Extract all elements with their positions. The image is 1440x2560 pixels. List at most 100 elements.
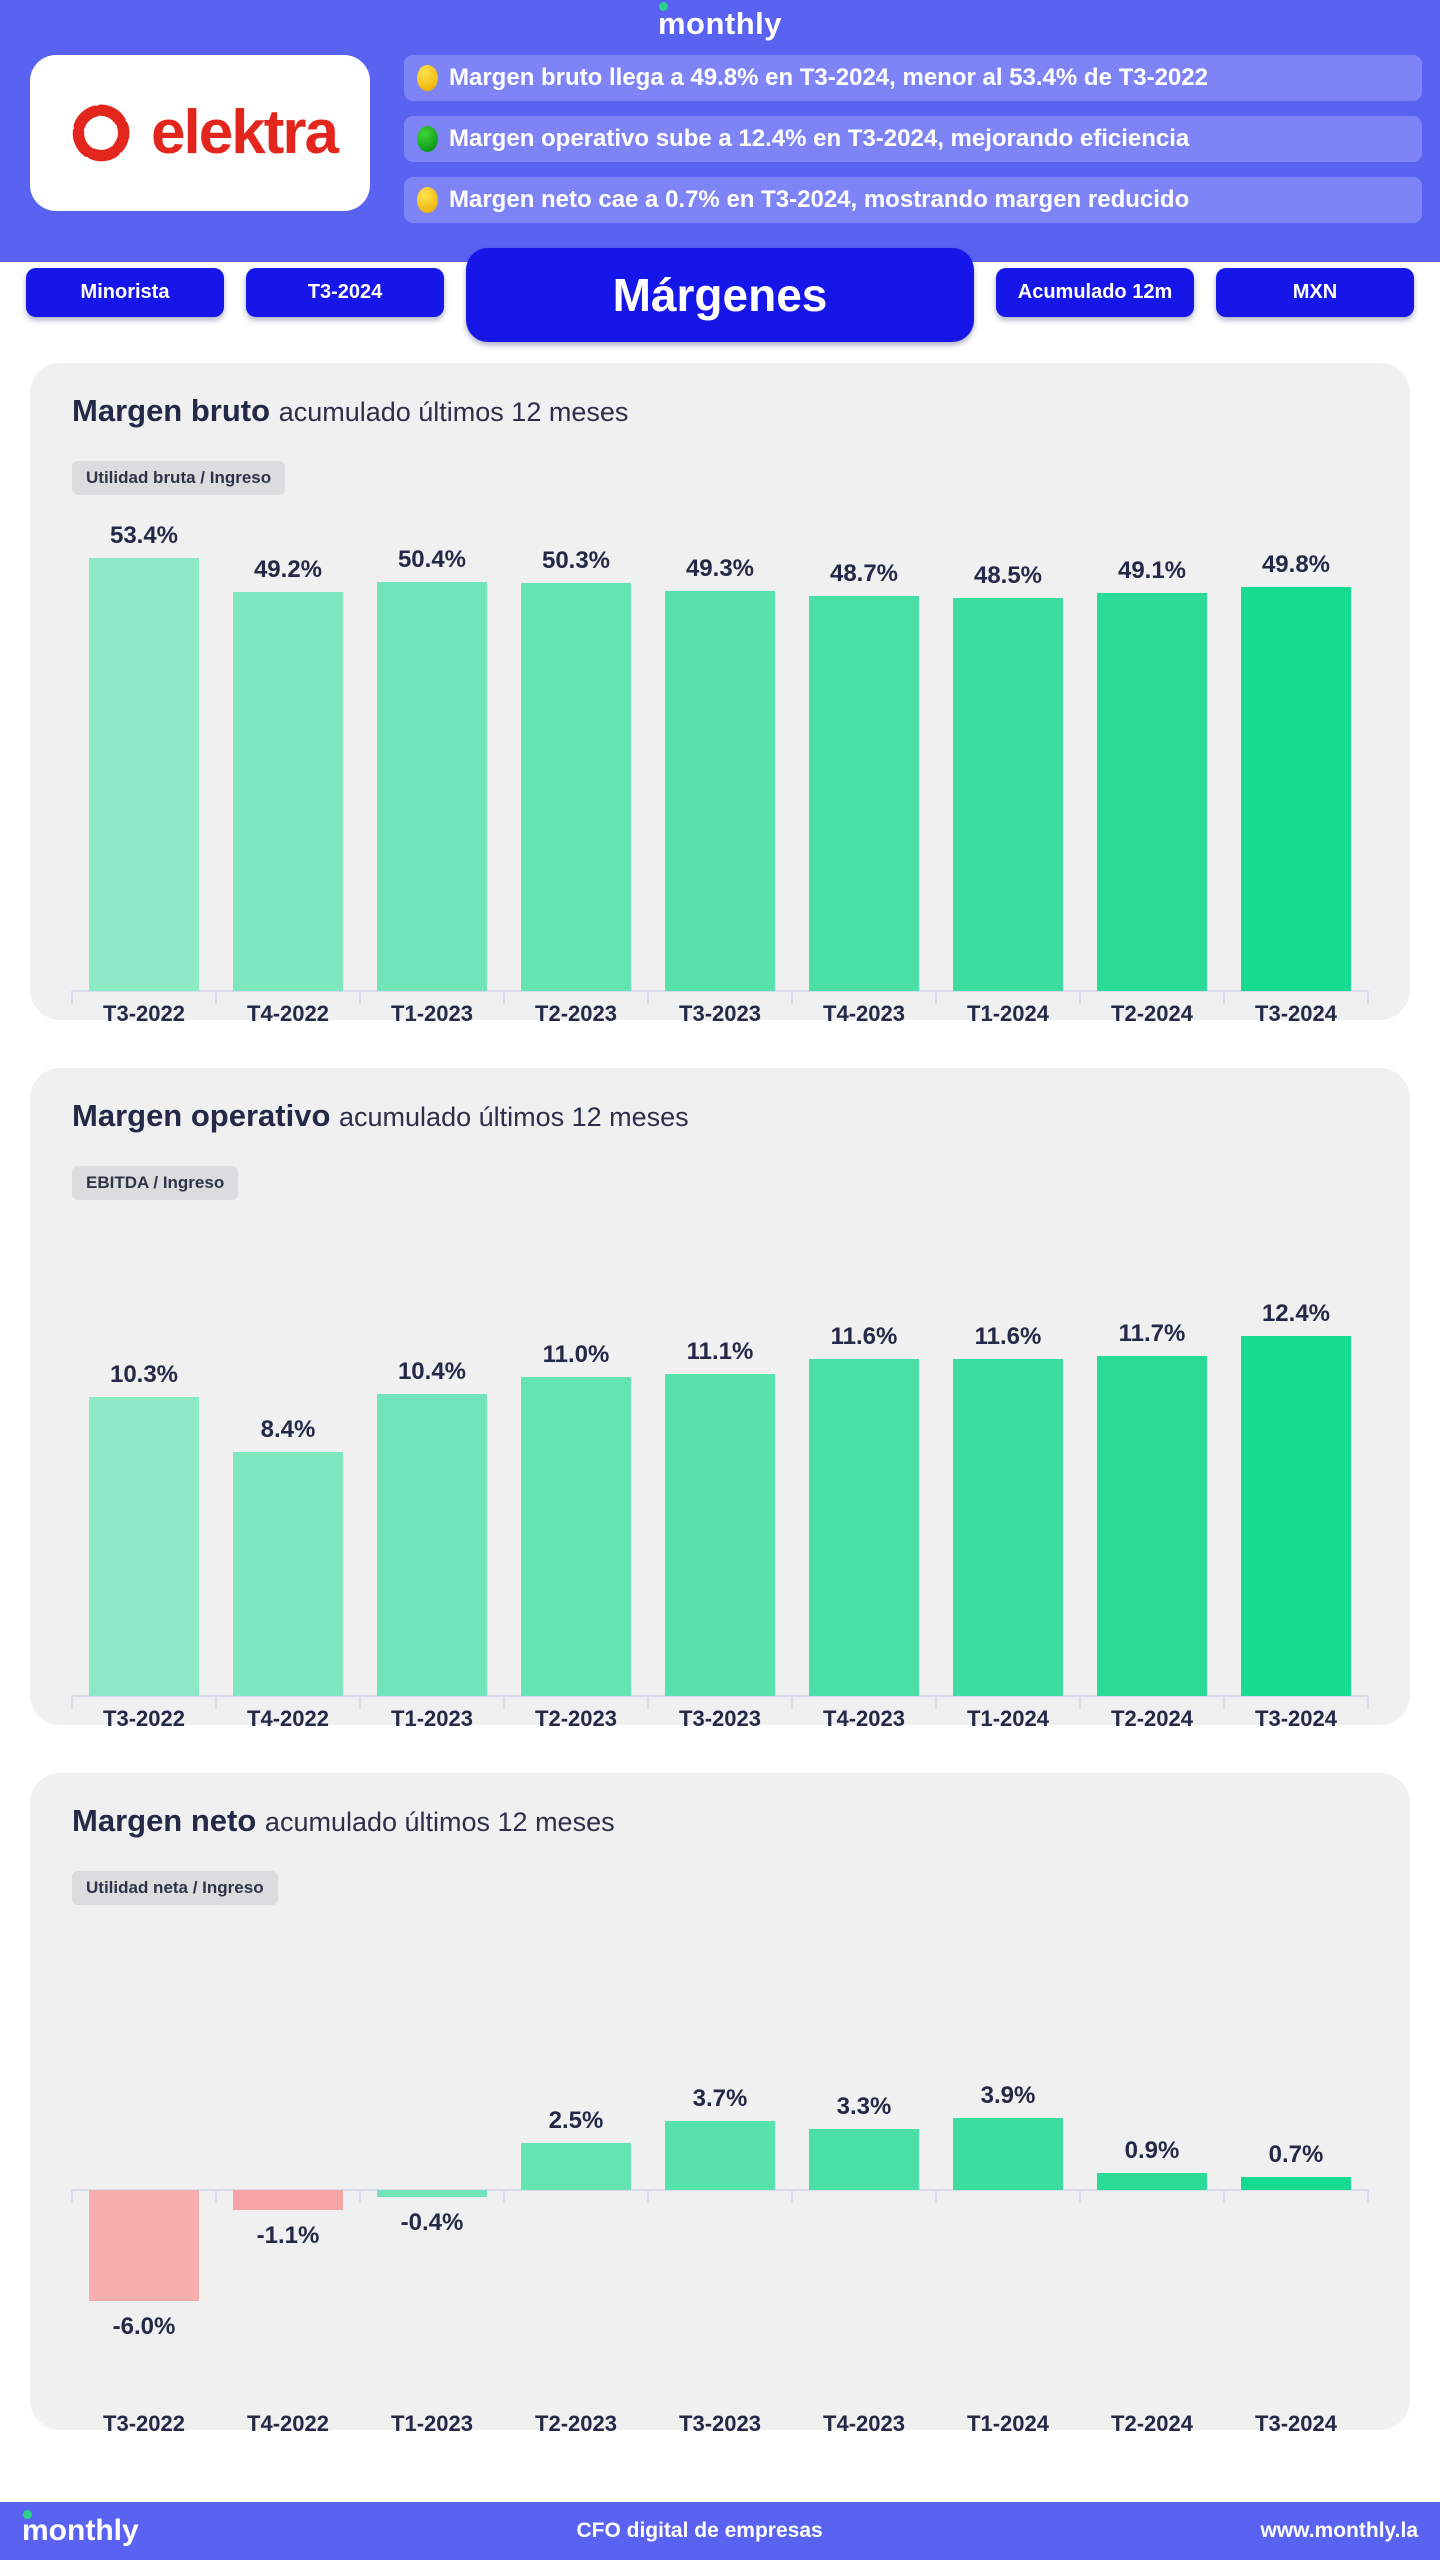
bar xyxy=(521,1376,631,1696)
bar-value-label: 53.4% xyxy=(109,521,179,549)
bar xyxy=(89,1396,199,1696)
bar-value-label: 11.6% xyxy=(974,1323,1042,1351)
bar xyxy=(809,2128,919,2190)
chart-title-main: Margen bruto xyxy=(72,393,271,428)
bar xyxy=(233,2189,343,2211)
footer-monthly-logo-text: monthly xyxy=(22,2514,139,2547)
bar-slot-T1-2023: -0.4% xyxy=(360,1931,504,2401)
x-tick-label: T2-2023 xyxy=(535,1705,617,1731)
plot: 10.3% 8.4% 10.4% 11.0% 11.1% 11.6% 11.6% 11.7% 1… xyxy=(71,1226,1369,1709)
axis-tick xyxy=(1079,2189,1081,2203)
header-body: elektra Margen bruto llega a 49.8% en T3… xyxy=(30,55,1422,223)
monthly-logo-dot-icon xyxy=(658,2,668,11)
axis-baseline xyxy=(72,989,1368,992)
x-tick-label: T4-2022 xyxy=(247,2410,329,2436)
bar xyxy=(809,1359,919,1696)
axis-tick xyxy=(1367,990,1369,1004)
bar-value-label: 50.4% xyxy=(397,546,467,574)
x-tick-label: T1-2024 xyxy=(967,2410,1049,2436)
green-dot-icon xyxy=(417,126,438,152)
x-tick-label: T1-2024 xyxy=(967,1000,1049,1026)
x-tick-label: T4-2023 xyxy=(823,1000,905,1026)
bar-value-label: 49.2% xyxy=(253,555,323,583)
bar-slot-T1-2024: 3.9% xyxy=(936,1931,1080,2401)
axis-tick xyxy=(1367,2189,1369,2203)
chart-card-margen-operativo: Margen operativo acumulado últimos 12 me… xyxy=(30,1068,1410,1731)
bar xyxy=(521,583,631,991)
formula-tag: EBITDA / Ingreso xyxy=(72,1165,239,1200)
footer-url[interactable]: www.monthly.la xyxy=(1260,2519,1418,2542)
bar xyxy=(953,1359,1063,1696)
bar-slot-T4-2023: 3.3% xyxy=(792,1931,936,2401)
bar xyxy=(809,596,919,991)
x-tick-label: T2-2023 xyxy=(535,2410,617,2436)
axis-tick xyxy=(1367,1695,1369,1709)
axis-tick xyxy=(71,990,73,1004)
insight-bullet-3: Margen neto cae a 0.7% en T3-2024, mostr… xyxy=(404,177,1422,223)
axis-tick xyxy=(502,2189,505,2203)
bar xyxy=(1097,592,1207,991)
company-logo-card: elektra xyxy=(30,55,370,211)
axis-tick xyxy=(934,1695,937,1709)
formula-tag: Utilidad neta / Ingreso xyxy=(72,1870,278,1905)
filter-pill-acumulado-12m[interactable]: Acumulado 12m xyxy=(996,268,1194,317)
x-tick-label: T1-2024 xyxy=(967,1705,1049,1731)
chart-title-main: Margen neto xyxy=(72,1803,257,1838)
axis-tick xyxy=(646,990,649,1004)
bar-value-label: 49.8% xyxy=(1261,551,1331,579)
bar-value-label: 10.3% xyxy=(109,1360,179,1388)
insight-bullet-text: Margen neto cae a 0.7% en T3-2024, mostr… xyxy=(449,186,1190,213)
x-tick-label: T2-2024 xyxy=(1111,2410,1193,2436)
x-tick-label: T2-2023 xyxy=(535,1000,617,1026)
chart-title: Margen bruto acumulado últimos 12 meses xyxy=(72,393,1368,429)
axis-tick xyxy=(1222,1695,1225,1709)
axis-tick xyxy=(71,1695,73,1709)
axis-tick xyxy=(646,2189,649,2203)
bar-value-label: -6.0% xyxy=(112,2312,176,2340)
bar xyxy=(1097,2173,1207,2190)
filter-pill-t3-2024[interactable]: T3-2024 xyxy=(246,268,444,317)
x-tick-label: T2-2024 xyxy=(1111,1705,1193,1731)
bar xyxy=(1241,587,1351,991)
bar xyxy=(665,1373,775,1696)
insight-bullet-1: Margen bruto llega a 49.8% en T3-2024, m… xyxy=(404,55,1422,101)
axis-tick xyxy=(214,990,217,1004)
filter-bar: Minorista T3-2024 Márgenes Acumulado 12m MXN xyxy=(0,248,1440,363)
page-title-pill-margenes[interactable]: Márgenes xyxy=(466,248,974,342)
axis-tick xyxy=(791,1695,793,1709)
bar-slot-T4-2022: 8.4% xyxy=(216,1226,360,1696)
x-tick-label: T4-2023 xyxy=(823,1705,905,1731)
filter-pill-mxn[interactable]: MXN xyxy=(1216,268,1414,317)
axis-tick xyxy=(934,2189,937,2203)
axis-tick xyxy=(1079,990,1081,1004)
bar-slot-T3-2022: 10.3% xyxy=(72,1226,216,1696)
bar-slot-T2-2024: 0.9% xyxy=(1080,1931,1224,2401)
monthly-logo-text: monthly xyxy=(657,6,783,41)
bar-value-label: 3.7% xyxy=(692,2085,748,2113)
chart-title-sub: acumulado últimos 12 meses xyxy=(264,1807,615,1837)
x-tick-label: T3-2022 xyxy=(103,1705,185,1731)
filter-pill-minorista[interactable]: Minorista xyxy=(26,268,224,317)
axis-tick xyxy=(502,990,505,1004)
bar-value-label: 11.6% xyxy=(830,1323,898,1351)
x-tick-label: T3-2024 xyxy=(1255,2410,1337,2436)
x-tick-label: T3-2023 xyxy=(679,1705,761,1731)
x-tick-label: T3-2024 xyxy=(1255,1000,1337,1026)
footer-tagline: CFO digital de empresas xyxy=(576,2519,823,2542)
bar-slot-T4-2022: -1.1% xyxy=(216,1931,360,2401)
bar-slot-T4-2023: 11.6% xyxy=(792,1226,936,1696)
x-tick-label: T3-2023 xyxy=(679,2410,761,2436)
x-tick-label: T1-2023 xyxy=(391,1705,473,1731)
axis-tick xyxy=(646,1695,649,1709)
bar-value-label: 8.4% xyxy=(260,1415,316,1443)
x-tick-label: T3-2024 xyxy=(1255,1705,1337,1731)
bar-slot-T3-2022: -6.0% xyxy=(72,1931,216,2401)
x-tick-label: T4-2022 xyxy=(247,1705,329,1731)
x-tick-label: T3-2023 xyxy=(679,1000,761,1026)
bar-slot-T3-2024: 49.8% xyxy=(1224,521,1368,991)
axis-tick xyxy=(502,1695,505,1709)
chart-title: Margen neto acumulado últimos 12 meses xyxy=(72,1803,1368,1839)
bar xyxy=(953,597,1063,991)
bar-slot-T3-2024: 12.4% xyxy=(1224,1226,1368,1696)
